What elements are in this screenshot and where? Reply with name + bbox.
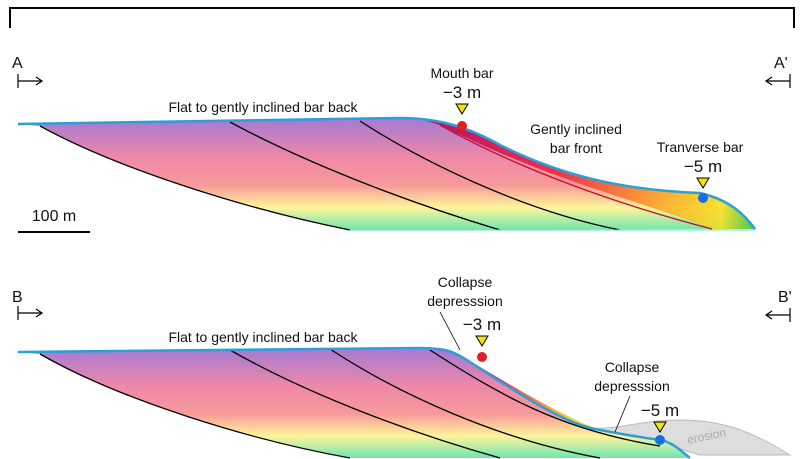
front-label: bar front (550, 140, 602, 156)
bar-body (18, 348, 690, 458)
back-label: Flat to gently inclined bar back (168, 99, 358, 115)
section-a: A A' Flat to gently inclined bar back Mo… (12, 55, 791, 231)
transverse-bar-depth: −5 m (684, 157, 722, 176)
water-level (455, 103, 469, 115)
arrow (17, 74, 44, 88)
collapse-point (477, 352, 487, 362)
bar-body (18, 118, 755, 230)
collapse-name: Collapse (438, 274, 493, 290)
front-label: Gently inclined (530, 121, 622, 137)
mouth-bar-point (457, 121, 467, 131)
foreset-line (39, 348, 661, 459)
foreset-line (439, 124, 713, 230)
collapse-name: depresssion (427, 293, 503, 309)
collapse-name: Collapse (605, 359, 660, 375)
section-b: B B' erosion Flat to gently inclined bar… (12, 274, 792, 459)
surface (17, 346, 691, 459)
end-label: A' (774, 55, 788, 72)
water-level (653, 421, 667, 433)
water-level (475, 335, 489, 347)
transverse-bar-point (698, 193, 708, 203)
water-level (696, 177, 710, 189)
collapse-depth: −3 m (463, 315, 501, 334)
collapse-point (655, 435, 665, 445)
arrow (17, 306, 44, 320)
mouth-bar-name: Mouth bar (430, 65, 493, 81)
end-label: B' (778, 289, 792, 306)
start-label: A (12, 55, 23, 72)
transverse-bar-name: Tranverse bar (657, 139, 744, 155)
collapse-name: depresssion (594, 378, 670, 394)
leader (439, 311, 461, 351)
foreset-line (39, 120, 621, 231)
bar-front (420, 119, 755, 229)
arrow (764, 74, 791, 88)
mouth-bar-depth: −3 m (443, 83, 481, 102)
arrow (764, 308, 791, 322)
collapse-depth: −5 m (641, 401, 679, 420)
scale-label: 100 m (32, 208, 76, 225)
start-label: B (12, 289, 23, 306)
frame (9, 7, 795, 28)
back-label: Flat to gently inclined bar back (168, 329, 358, 345)
leader (614, 395, 631, 433)
surface (17, 116, 757, 230)
